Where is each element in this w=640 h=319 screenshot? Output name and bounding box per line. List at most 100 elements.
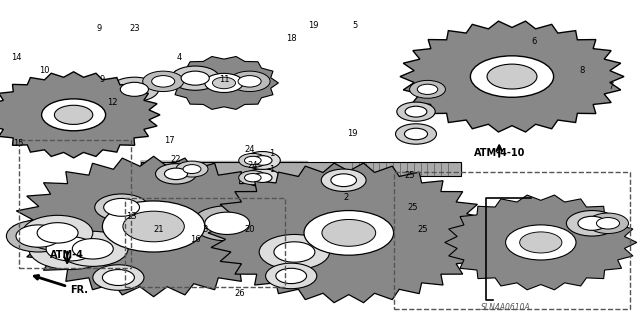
Circle shape [102,270,134,286]
Text: ATM-4-10: ATM-4-10 [474,148,525,158]
Text: 12: 12 [107,98,117,107]
Text: 1: 1 [269,165,275,174]
Circle shape [304,211,394,255]
Circle shape [205,212,250,234]
Circle shape [171,66,220,90]
Circle shape [6,220,70,252]
Polygon shape [445,195,637,290]
Circle shape [417,84,438,94]
Text: 23: 23 [129,24,140,33]
Text: FR.: FR. [35,275,88,295]
Circle shape [16,225,61,247]
Text: 25: 25 [417,225,428,234]
Text: 5: 5 [353,21,358,30]
Text: 4: 4 [177,53,182,62]
Circle shape [397,102,435,121]
Text: 24: 24 [248,161,258,170]
Circle shape [253,173,272,182]
Circle shape [229,71,270,92]
Circle shape [244,156,261,165]
Bar [19,140,131,268]
Circle shape [143,71,184,92]
Text: 15: 15 [13,139,23,148]
Text: 17: 17 [164,136,175,145]
Polygon shape [141,161,461,177]
Circle shape [410,80,445,98]
Circle shape [404,128,428,140]
Text: 16: 16 [190,235,200,244]
Text: 11: 11 [219,75,229,84]
Circle shape [331,174,356,187]
Circle shape [506,225,576,260]
Polygon shape [13,156,294,297]
Circle shape [276,268,307,284]
Text: 6: 6 [532,37,537,46]
Circle shape [322,219,376,246]
Circle shape [152,76,175,87]
Circle shape [120,82,148,96]
Polygon shape [0,72,160,158]
Circle shape [588,213,628,234]
Circle shape [259,234,330,270]
Circle shape [95,194,148,221]
Text: 20: 20 [244,225,255,234]
Circle shape [192,206,262,241]
Circle shape [37,223,78,243]
Circle shape [566,211,618,236]
Circle shape [238,76,261,87]
Circle shape [239,171,267,185]
Text: 7: 7 [609,82,614,91]
Circle shape [470,56,554,97]
Text: 8: 8 [580,66,585,75]
Circle shape [102,201,205,252]
Circle shape [156,164,196,184]
Text: 9: 9 [97,24,102,33]
Circle shape [321,169,366,191]
Circle shape [274,242,315,262]
Circle shape [22,215,93,250]
Circle shape [46,237,95,261]
Circle shape [244,174,261,182]
Bar [141,162,461,176]
Circle shape [253,156,272,165]
Text: 1: 1 [269,149,275,158]
Circle shape [58,231,128,266]
Circle shape [123,211,184,242]
Circle shape [487,64,537,89]
Text: 10: 10 [40,66,50,75]
Text: 21: 21 [154,225,164,234]
Text: 2: 2 [343,193,348,202]
Circle shape [181,71,209,85]
Circle shape [72,239,113,259]
Text: 25: 25 [404,171,415,180]
Circle shape [93,265,144,290]
Text: 14: 14 [11,53,21,62]
Text: 24: 24 [244,145,255,154]
Bar [394,172,630,309]
Polygon shape [170,56,278,109]
Circle shape [110,77,159,101]
Text: 9: 9 [100,75,105,84]
Circle shape [520,232,562,253]
Polygon shape [141,161,461,177]
Circle shape [244,169,280,187]
Circle shape [596,218,620,229]
Text: 25: 25 [408,203,418,212]
Circle shape [266,263,317,289]
Text: 13: 13 [126,212,136,221]
Text: 18: 18 [286,34,296,43]
Text: 26: 26 [235,289,245,298]
Circle shape [212,77,236,89]
Circle shape [578,216,606,230]
Circle shape [104,198,140,216]
Circle shape [244,152,280,169]
Circle shape [396,124,436,144]
Circle shape [164,168,188,180]
Circle shape [205,73,243,93]
Circle shape [29,228,112,270]
Text: 19: 19 [347,130,357,138]
Circle shape [239,153,267,167]
Text: ATM-4: ATM-4 [51,250,84,260]
Polygon shape [208,163,490,303]
Circle shape [54,105,93,124]
